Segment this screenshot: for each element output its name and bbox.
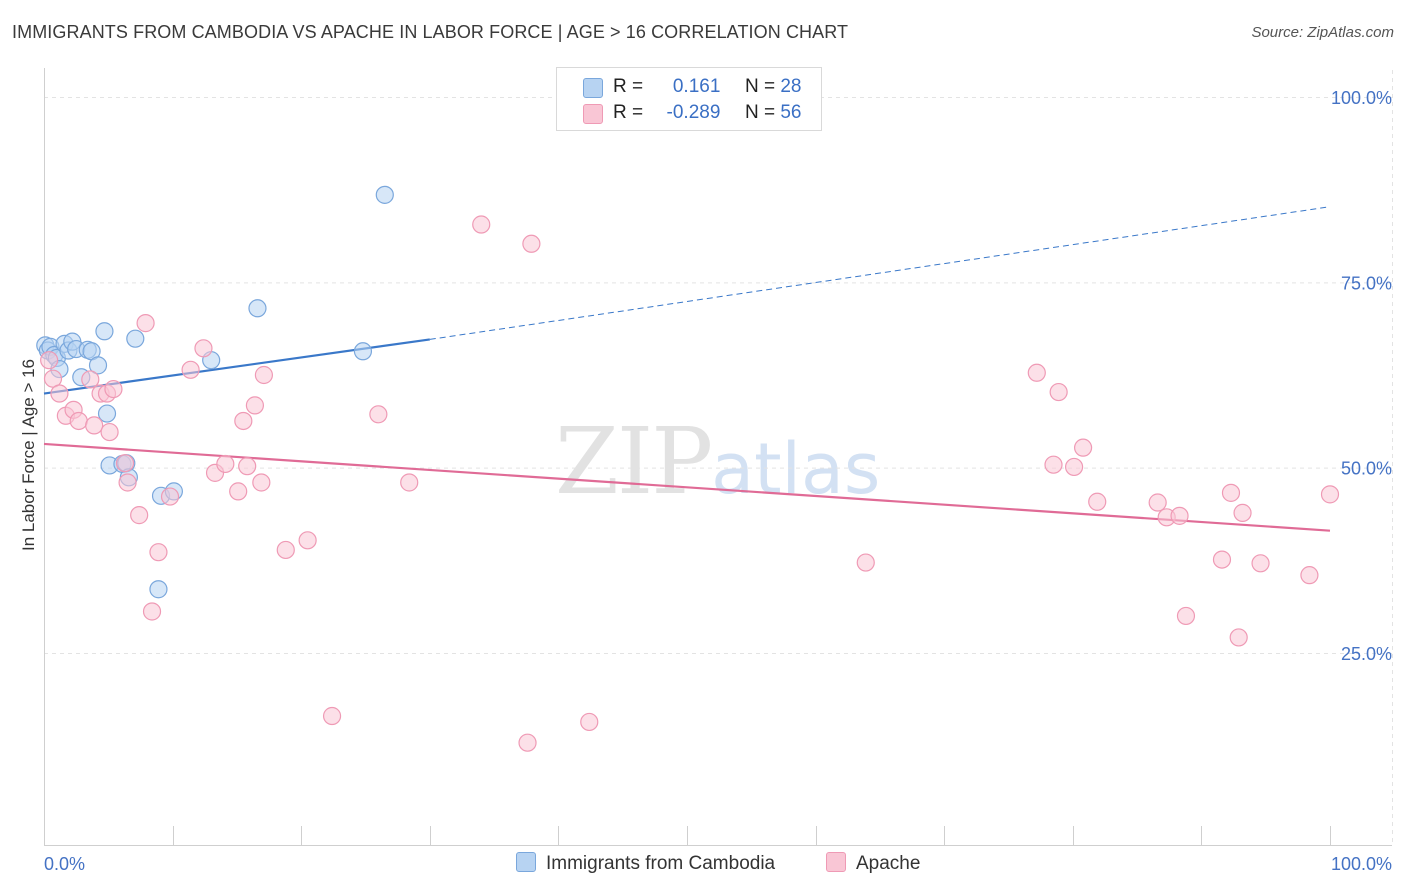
- apache-trend-line: [43, 442, 1331, 532]
- legend-text-cambodia: R = 0.161 N = 28: [613, 76, 801, 98]
- apache-point: [194, 339, 213, 358]
- apache-point: [856, 553, 875, 572]
- legend-swatch-apache: [583, 104, 603, 124]
- bottom-legend-swatch-cambodia: [516, 852, 536, 872]
- legend-r-value: 0.161: [672, 76, 721, 97]
- legend-swatch-cambodia: [583, 78, 603, 98]
- legend-text-apache: R = -0.289 N = 56: [613, 102, 801, 124]
- source-label: Source: ZipAtlas.com: [1251, 24, 1394, 41]
- apache-point: [238, 457, 257, 476]
- apache-point: [160, 487, 180, 506]
- apache-point: [252, 473, 271, 492]
- watermark-atlas: atlas: [711, 428, 881, 510]
- apache-point: [234, 411, 253, 431]
- apache-point: [254, 365, 274, 385]
- apache-point: [369, 405, 388, 424]
- bottom-legend-cambodia: Immigrants from Cambodia: [516, 852, 775, 875]
- apache-point: [1233, 503, 1252, 522]
- apache-point: [1170, 506, 1189, 525]
- cambodia-point: [95, 322, 114, 341]
- x-tick-label: 0.0%: [44, 854, 85, 874]
- apache-point: [276, 540, 295, 560]
- cambodia-point: [126, 329, 145, 348]
- apache-point: [50, 384, 69, 403]
- cambodia-point: [248, 299, 267, 318]
- cambodia-point: [97, 404, 117, 423]
- legend-r-label: R =: [613, 76, 644, 97]
- apache-point: [1148, 493, 1167, 512]
- apache-point: [100, 422, 119, 442]
- apache-point: [216, 454, 235, 474]
- bottom-legend-apache: Apache: [826, 852, 920, 875]
- apache-point: [130, 506, 149, 525]
- apache-point: [118, 473, 137, 492]
- chart-title: IMMIGRANTS FROM CAMBODIA VS APACHE IN LA…: [12, 22, 849, 42]
- apache-point: [400, 473, 419, 492]
- bottom-legend-label-cambodia: Immigrants from Cambodia: [546, 853, 776, 874]
- data-points: [36, 185, 1340, 752]
- legend-r-label: R =: [613, 102, 644, 123]
- apache-point: [1251, 554, 1270, 573]
- legend-n-value: 28: [780, 76, 802, 97]
- apache-point: [1064, 457, 1084, 477]
- cambodia-point: [149, 580, 168, 599]
- apache-point: [1212, 550, 1232, 569]
- apache-point: [1176, 606, 1196, 626]
- legend-n-label: N =: [744, 102, 776, 123]
- apache-point: [1088, 492, 1107, 511]
- axes: [44, 68, 1392, 846]
- y-tick-label: 75.0%: [1341, 273, 1392, 293]
- cambodia-trend-extension: [429, 206, 1331, 340]
- y-tick-label: 100.0%: [1331, 88, 1392, 108]
- cambodia-point: [88, 356, 108, 375]
- apache-point: [472, 215, 491, 234]
- legend-n-label: N =: [744, 76, 776, 97]
- apache-point: [1320, 485, 1340, 504]
- apache-point: [580, 712, 599, 732]
- correlation-legend: R = 0.161 N = 28 R = -0.289 N = 56: [556, 67, 822, 131]
- trend-lines: [43, 206, 1331, 532]
- bottom-legend-label-apache: Apache: [856, 853, 921, 874]
- apache-point: [1221, 483, 1241, 502]
- apache-point: [1300, 566, 1319, 585]
- apache-point: [40, 351, 59, 370]
- apache-point: [1027, 363, 1046, 382]
- apache-point: [518, 733, 537, 752]
- y-tick-label: 50.0%: [1341, 459, 1392, 479]
- apache-point: [1229, 628, 1248, 647]
- tick-labels: 25.0% 50.0% 75.0% 100.0% 0.0% 100.0%: [44, 88, 1392, 874]
- legend-r-value: -0.289: [666, 102, 721, 123]
- apache-point: [115, 454, 135, 473]
- y-axis-title: In Labor Force | Age > 16: [19, 359, 38, 551]
- apache-point: [85, 416, 104, 435]
- legend-n-value: 56: [780, 102, 802, 123]
- apache-point: [522, 234, 541, 253]
- apache-point: [136, 314, 155, 333]
- cambodia-point: [353, 342, 373, 361]
- apache-point: [142, 602, 162, 621]
- apache-point: [322, 706, 342, 726]
- apache-point: [181, 360, 200, 379]
- apache-point: [104, 379, 123, 399]
- apache-point: [298, 531, 317, 550]
- apache-point: [229, 482, 248, 501]
- apache-point: [1073, 438, 1093, 457]
- apache-point: [245, 396, 265, 415]
- apache-point: [69, 411, 88, 431]
- apache-point: [1044, 455, 1063, 474]
- watermark: ZIPatlas: [555, 408, 880, 515]
- x-tick-label: 100.0%: [1331, 854, 1392, 874]
- y-tick-label: 25.0%: [1341, 644, 1392, 664]
- apache-point: [149, 543, 168, 562]
- apache-point: [81, 370, 100, 389]
- watermark-zip: ZIP: [555, 408, 713, 515]
- cambodia-point: [375, 185, 394, 204]
- bottom-legend-swatch-apache: [826, 852, 846, 872]
- apache-point: [1049, 382, 1068, 402]
